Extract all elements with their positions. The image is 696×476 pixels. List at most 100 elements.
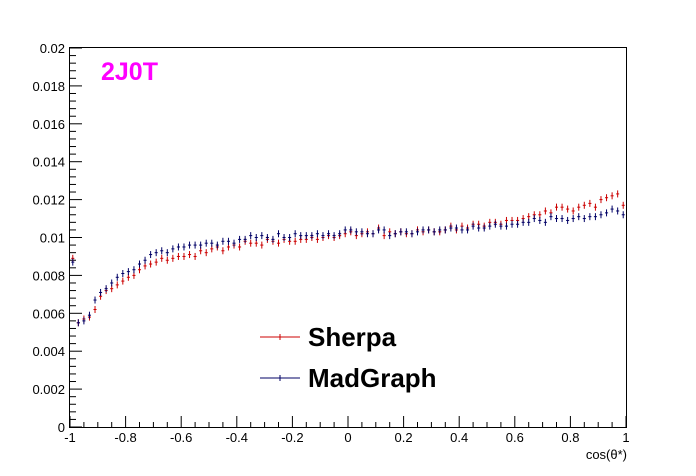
data-point-madgraph [443, 226, 447, 234]
plot-annotation: 2J0T [101, 58, 158, 86]
y-tick-label: 0.008 [32, 268, 65, 283]
data-point-sherpa [577, 203, 581, 211]
data-point-madgraph [126, 268, 130, 276]
data-point-madgraph [577, 213, 581, 221]
data-point-madgraph [621, 211, 625, 219]
data-point-madgraph [87, 311, 91, 319]
data-point-madgraph [82, 317, 86, 325]
y-tick-label: 0.004 [32, 344, 65, 359]
data-point-sherpa [176, 252, 180, 260]
data-point-madgraph [538, 216, 542, 224]
data-point-madgraph [143, 256, 147, 264]
data-point-sherpa [599, 196, 603, 204]
data-point-madgraph [343, 226, 347, 234]
x-tick-label: 0.6 [506, 430, 524, 445]
data-point-madgraph [571, 215, 575, 223]
y-tick-label: 0 [58, 420, 65, 435]
data-point-madgraph [438, 226, 442, 234]
data-point-sherpa [621, 201, 625, 209]
x-axis-title: cos(θ*) [586, 447, 627, 462]
data-point-madgraph [599, 211, 603, 219]
data-point-madgraph [254, 234, 258, 241]
data-point-madgraph [466, 226, 470, 234]
data-point-madgraph [582, 215, 586, 223]
data-point-madgraph [276, 230, 281, 238]
data-point-madgraph [104, 285, 108, 293]
y-tick-label: 0.014 [32, 155, 65, 170]
data-point-sherpa [193, 252, 197, 260]
legend-entry-sherpa: Sherpa [260, 322, 397, 352]
data-point-madgraph [282, 234, 286, 241]
plot-frame [69, 47, 627, 428]
data-point-madgraph [221, 237, 225, 245]
y-tick-label: 0.006 [32, 306, 65, 321]
data-point-madgraph [93, 296, 97, 304]
x-tick-label: -0.2 [281, 430, 303, 445]
data-point-madgraph [226, 237, 230, 245]
data-point-madgraph [332, 232, 336, 240]
data-point-madgraph [532, 215, 536, 223]
data-point-madgraph [338, 230, 342, 238]
data-point-madgraph [549, 213, 553, 221]
data-point-madgraph [176, 243, 180, 251]
data-point-sherpa [204, 249, 208, 257]
data-point-sherpa [121, 277, 125, 285]
data-point-sherpa [160, 254, 164, 262]
data-point-madgraph [260, 232, 264, 240]
data-point-madgraph [215, 241, 219, 249]
data-point-madgraph [554, 215, 559, 223]
data-point-sherpa [115, 281, 119, 289]
y-tick-label: 0.002 [32, 382, 65, 397]
x-tick-label: 1 [622, 430, 629, 445]
x-tick-label: 0.2 [395, 430, 413, 445]
x-tick-label: -0.8 [114, 430, 136, 445]
data-point-sherpa [616, 190, 620, 198]
y-tick-label: 0.02 [40, 41, 65, 56]
x-tick-label: 0.8 [561, 430, 579, 445]
data-point-madgraph [154, 249, 158, 257]
data-point-madgraph [510, 220, 514, 228]
data-point-madgraph [488, 222, 492, 230]
y-tick-label: 0.012 [32, 193, 65, 208]
data-point-madgraph [265, 234, 269, 241]
data-point-madgraph [165, 249, 169, 257]
data-point-madgraph [249, 232, 253, 240]
series-madgraph [71, 205, 625, 327]
data-point-sherpa [188, 251, 192, 259]
x-tick-label: -1 [64, 430, 76, 445]
data-point-madgraph [566, 216, 570, 224]
data-point-madgraph [493, 220, 497, 228]
data-point-madgraph [605, 209, 609, 217]
data-point-madgraph [304, 232, 308, 240]
y-tick-label: 0.018 [32, 79, 65, 94]
data-point-madgraph [527, 218, 531, 226]
data-point-madgraph [410, 230, 414, 238]
data-point-madgraph [560, 215, 564, 223]
data-point-sherpa [571, 207, 575, 215]
data-point-madgraph [210, 239, 214, 247]
y-axis: 0 0.002 0.004 0.006 0.008 0.01 0.012 0.014 0.016… [32, 41, 82, 435]
data-point-madgraph [310, 232, 314, 240]
data-point-madgraph [232, 239, 236, 247]
data-point-madgraph [521, 218, 525, 226]
data-point-madgraph [393, 230, 397, 238]
data-point-sherpa [93, 306, 97, 314]
data-point-madgraph [137, 260, 142, 268]
data-point-madgraph [454, 224, 458, 232]
data-point-sherpa [543, 207, 547, 215]
data-point-madgraph [377, 226, 381, 234]
data-point-madgraph [349, 226, 353, 234]
data-point-madgraph [360, 228, 364, 236]
data-point-madgraph [315, 230, 319, 238]
data-point-sherpa [560, 203, 564, 211]
x-tick-label: 0.4 [450, 430, 468, 445]
data-point-madgraph [132, 266, 136, 274]
data-point-sherpa [171, 254, 175, 262]
data-point-madgraph [432, 228, 436, 236]
data-point-sherpa [554, 203, 559, 211]
data-point-sherpa [276, 239, 281, 247]
y-tick-label: 0.016 [32, 117, 65, 132]
data-point-madgraph [499, 222, 503, 230]
data-point-madgraph [415, 228, 420, 236]
